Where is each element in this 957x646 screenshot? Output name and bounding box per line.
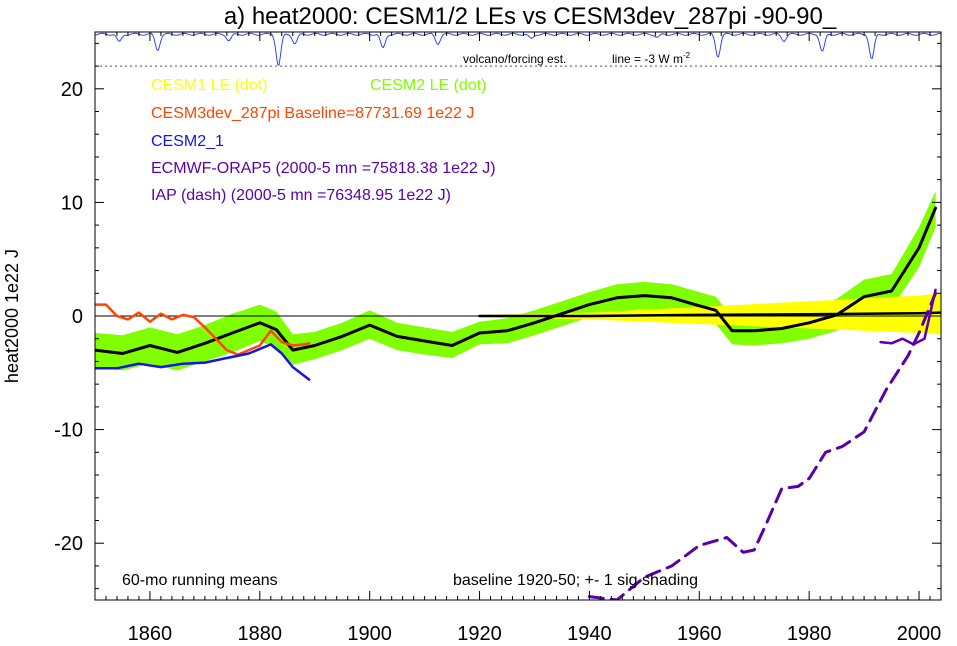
y-tick-label: 0	[72, 306, 83, 328]
y-axis-label: heat2000 1e22 J	[2, 249, 22, 383]
legend-cesm2-1: CESM2_1	[151, 133, 224, 150]
x-tick-label: 1940	[567, 623, 612, 641]
forcing-line-label-text: line = -3 W m	[612, 52, 683, 66]
line-cesm3dev	[95, 303, 311, 356]
legend-cesm3dev-287pi-baseline-87731-69-1e22-j: CESM3dev_287pi Baseline=87731.69 1e22 J	[151, 105, 474, 122]
x-tick-label: 1860	[128, 623, 173, 641]
volcano-forcing-line	[94, 32, 942, 66]
line-layer	[95, 206, 941, 600]
volcano-layer	[94, 32, 942, 67]
legend-layer: CESM1 LE (dot) CESM2 LE (dot) CESM3dev_287…	[151, 77, 496, 204]
forcing-line-label: line = -3 W m-2	[612, 51, 691, 66]
legend-ecmwf-orap5-2000-5-mn-75818-38-1e22-j: ECMWF-ORAP5 (2000-5 mn =75818.38 1e22 J)	[151, 160, 496, 177]
band-cesm2-le-dot	[95, 191, 936, 371]
x-tick-label: 1980	[787, 623, 832, 641]
forcing-line-label-superscript: -2	[683, 51, 691, 60]
x-tick-label: 2000	[897, 623, 942, 641]
line-cesm2-1	[95, 343, 311, 381]
legend-iap-dash-2000-5-mn-76348-95-1e22-j: IAP (dash) (2000-5 mn =76348.95 1e22 J)	[151, 187, 451, 204]
volcano-forcing-label: volcano/forcing est.	[463, 52, 566, 66]
axes-layer: 1860 1880 1900 1920 1940 1960 1980 2000 20 10 0 -10…	[54, 31, 942, 645]
x-tick-label: 1880	[238, 623, 283, 641]
line-cesm1-le-mean	[478, 311, 941, 318]
line-ecmwf-orap5	[879, 288, 937, 346]
baseline-shading-note: baseline 1920-50; +- 1 sig shading	[453, 572, 698, 589]
legend-cesm1-le-dot: CESM1 LE (dot)	[151, 77, 267, 94]
y-tick-label: -20	[54, 533, 83, 555]
chart-title: a) heat2000: CESM1/2 LEs vs CESM3dev_287…	[224, 3, 837, 30]
y-tick-label: -10	[54, 420, 83, 442]
line-cesm2-le-mean	[95, 206, 937, 355]
x-tick-label: 1920	[457, 623, 502, 641]
y-tick-label: 20	[61, 79, 83, 101]
x-tick-label: 1900	[347, 623, 392, 641]
x-tick-label: 1960	[677, 623, 722, 641]
annotation-layer: volcano/forcing est. line = -3 W m-2 60-…	[122, 51, 698, 589]
y-tick-label: 10	[61, 192, 83, 214]
running-means-note: 60-mo running means	[122, 572, 278, 589]
line-iap	[587, 291, 937, 600]
legend-cesm2-le-dot: CESM2 LE (dot)	[370, 77, 486, 94]
